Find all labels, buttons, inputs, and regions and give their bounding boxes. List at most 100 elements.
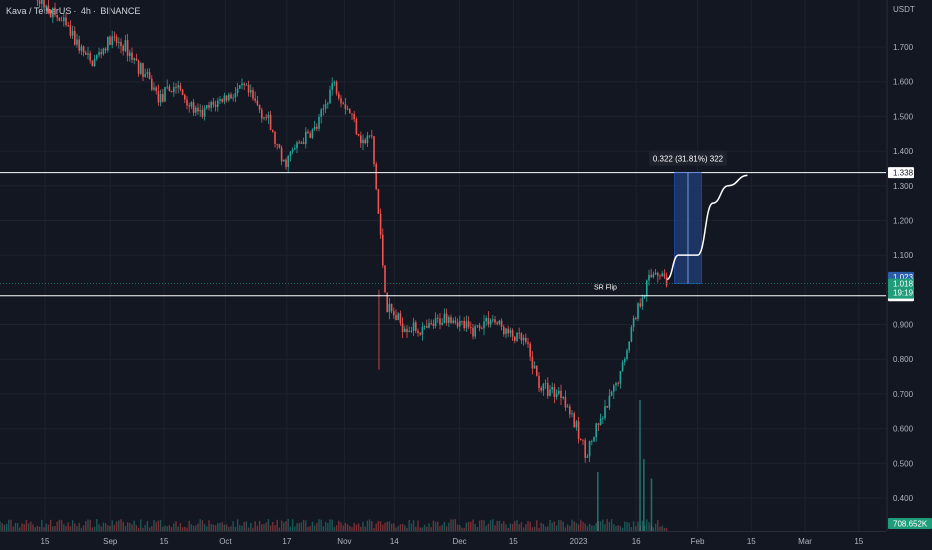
volume-bar: [102, 522, 105, 531]
volume-bar: [613, 524, 615, 531]
volume-bar: [595, 522, 597, 531]
volume-bar: [34, 527, 36, 531]
volume-bar: [582, 522, 584, 531]
volume-bar: [388, 521, 391, 531]
candle-body: [177, 85, 179, 88]
volume-bar: [276, 519, 278, 531]
candle-body: [118, 42, 120, 43]
volume-bar: [410, 523, 413, 531]
volume-bar: [445, 526, 448, 531]
volume-bar: [417, 520, 419, 531]
volume-bar: [283, 522, 285, 531]
volume-bar: [542, 523, 545, 531]
volume-bar: [296, 523, 298, 531]
candle-body: [487, 318, 490, 325]
candle-body: [131, 52, 133, 60]
volume-bar: [432, 520, 435, 531]
volume-bar: [30, 521, 32, 531]
candle-body: [404, 328, 406, 332]
candle-body: [562, 396, 564, 399]
volume-bar: [208, 520, 210, 531]
candle-body: [371, 135, 373, 137]
volume-bar: [397, 526, 399, 531]
volume-bar: [228, 527, 230, 531]
candle-body: [166, 86, 168, 88]
candle-body: [617, 383, 619, 384]
volume-bar: [518, 524, 520, 531]
volume-bar: [615, 526, 617, 531]
candle-body: [492, 319, 494, 321]
candle-body: [93, 58, 96, 67]
volume-bar: [109, 525, 111, 531]
candle-body: [441, 322, 443, 325]
candle-body: [470, 327, 472, 328]
volume-bar: [309, 526, 311, 531]
candle-body: [338, 93, 340, 99]
candle-body: [571, 413, 573, 415]
candle-body: [74, 30, 76, 45]
candle-body: [168, 86, 171, 91]
volume-bar: [239, 525, 241, 531]
candle-body: [159, 94, 162, 103]
volume-bar: [234, 526, 237, 531]
candle-body: [307, 131, 309, 134]
volume-bar: [71, 520, 74, 531]
candle-body: [65, 17, 67, 25]
volume-bar: [0, 521, 1, 531]
candle-body: [181, 89, 184, 95]
candle-body: [448, 317, 450, 323]
candle-body: [208, 105, 210, 108]
volume-bar: [43, 527, 45, 531]
candle-body: [577, 421, 580, 440]
volume-bar: [32, 524, 34, 531]
candle-body: [333, 81, 336, 84]
candle-body: [564, 396, 567, 408]
candle-body: [465, 321, 468, 329]
candle-body: [597, 423, 600, 426]
candle-body: [170, 90, 173, 93]
candle-body: [140, 63, 142, 74]
candle-body: [459, 320, 461, 327]
volume-bar: [454, 519, 457, 531]
volume-bar: [602, 519, 604, 531]
volume-bar: [577, 524, 580, 531]
candle-body: [522, 337, 525, 341]
symbol-name[interactable]: Kava / TetherUS: [6, 6, 72, 16]
candle-body: [393, 311, 395, 316]
candle-body: [388, 303, 391, 313]
candle-body: [120, 42, 122, 46]
volume-bar: [610, 519, 613, 531]
interval-label[interactable]: 4h: [80, 6, 91, 16]
candle-body: [109, 36, 111, 45]
volume-bar: [531, 527, 534, 531]
candle-body: [124, 40, 127, 51]
volume-bar: [371, 521, 373, 531]
volume-bar: [335, 525, 338, 531]
candle-body: [364, 139, 366, 144]
candle-body: [272, 129, 274, 132]
volume-bar: [245, 521, 248, 531]
candle-body: [148, 72, 151, 79]
candle-body: [340, 98, 342, 104]
volume-bar: [606, 519, 608, 531]
candle-body: [47, 5, 50, 13]
candle-body: [456, 322, 459, 327]
candle-body: [481, 328, 483, 330]
volume-bar: [104, 522, 107, 531]
volume-bar: [322, 526, 325, 531]
volume-bar: [320, 519, 322, 531]
y-axis-unit: USDT: [893, 5, 915, 14]
volume-bar: [212, 524, 215, 531]
volume-bar: [27, 523, 30, 531]
x-axis-bg: [0, 532, 886, 550]
candle-body: [452, 320, 454, 323]
volume-bar: [646, 519, 648, 531]
volume-bar: [379, 521, 382, 531]
volume-bar: [448, 522, 450, 531]
volume-bar: [5, 523, 8, 531]
volume-bar: [223, 524, 226, 531]
volume-bar: [450, 519, 452, 531]
volume-bar: [3, 524, 6, 531]
y-axis: USDT 1.700 1.600 1.500 1.400 1.300 1.200 1.100 0…: [886, 0, 932, 550]
